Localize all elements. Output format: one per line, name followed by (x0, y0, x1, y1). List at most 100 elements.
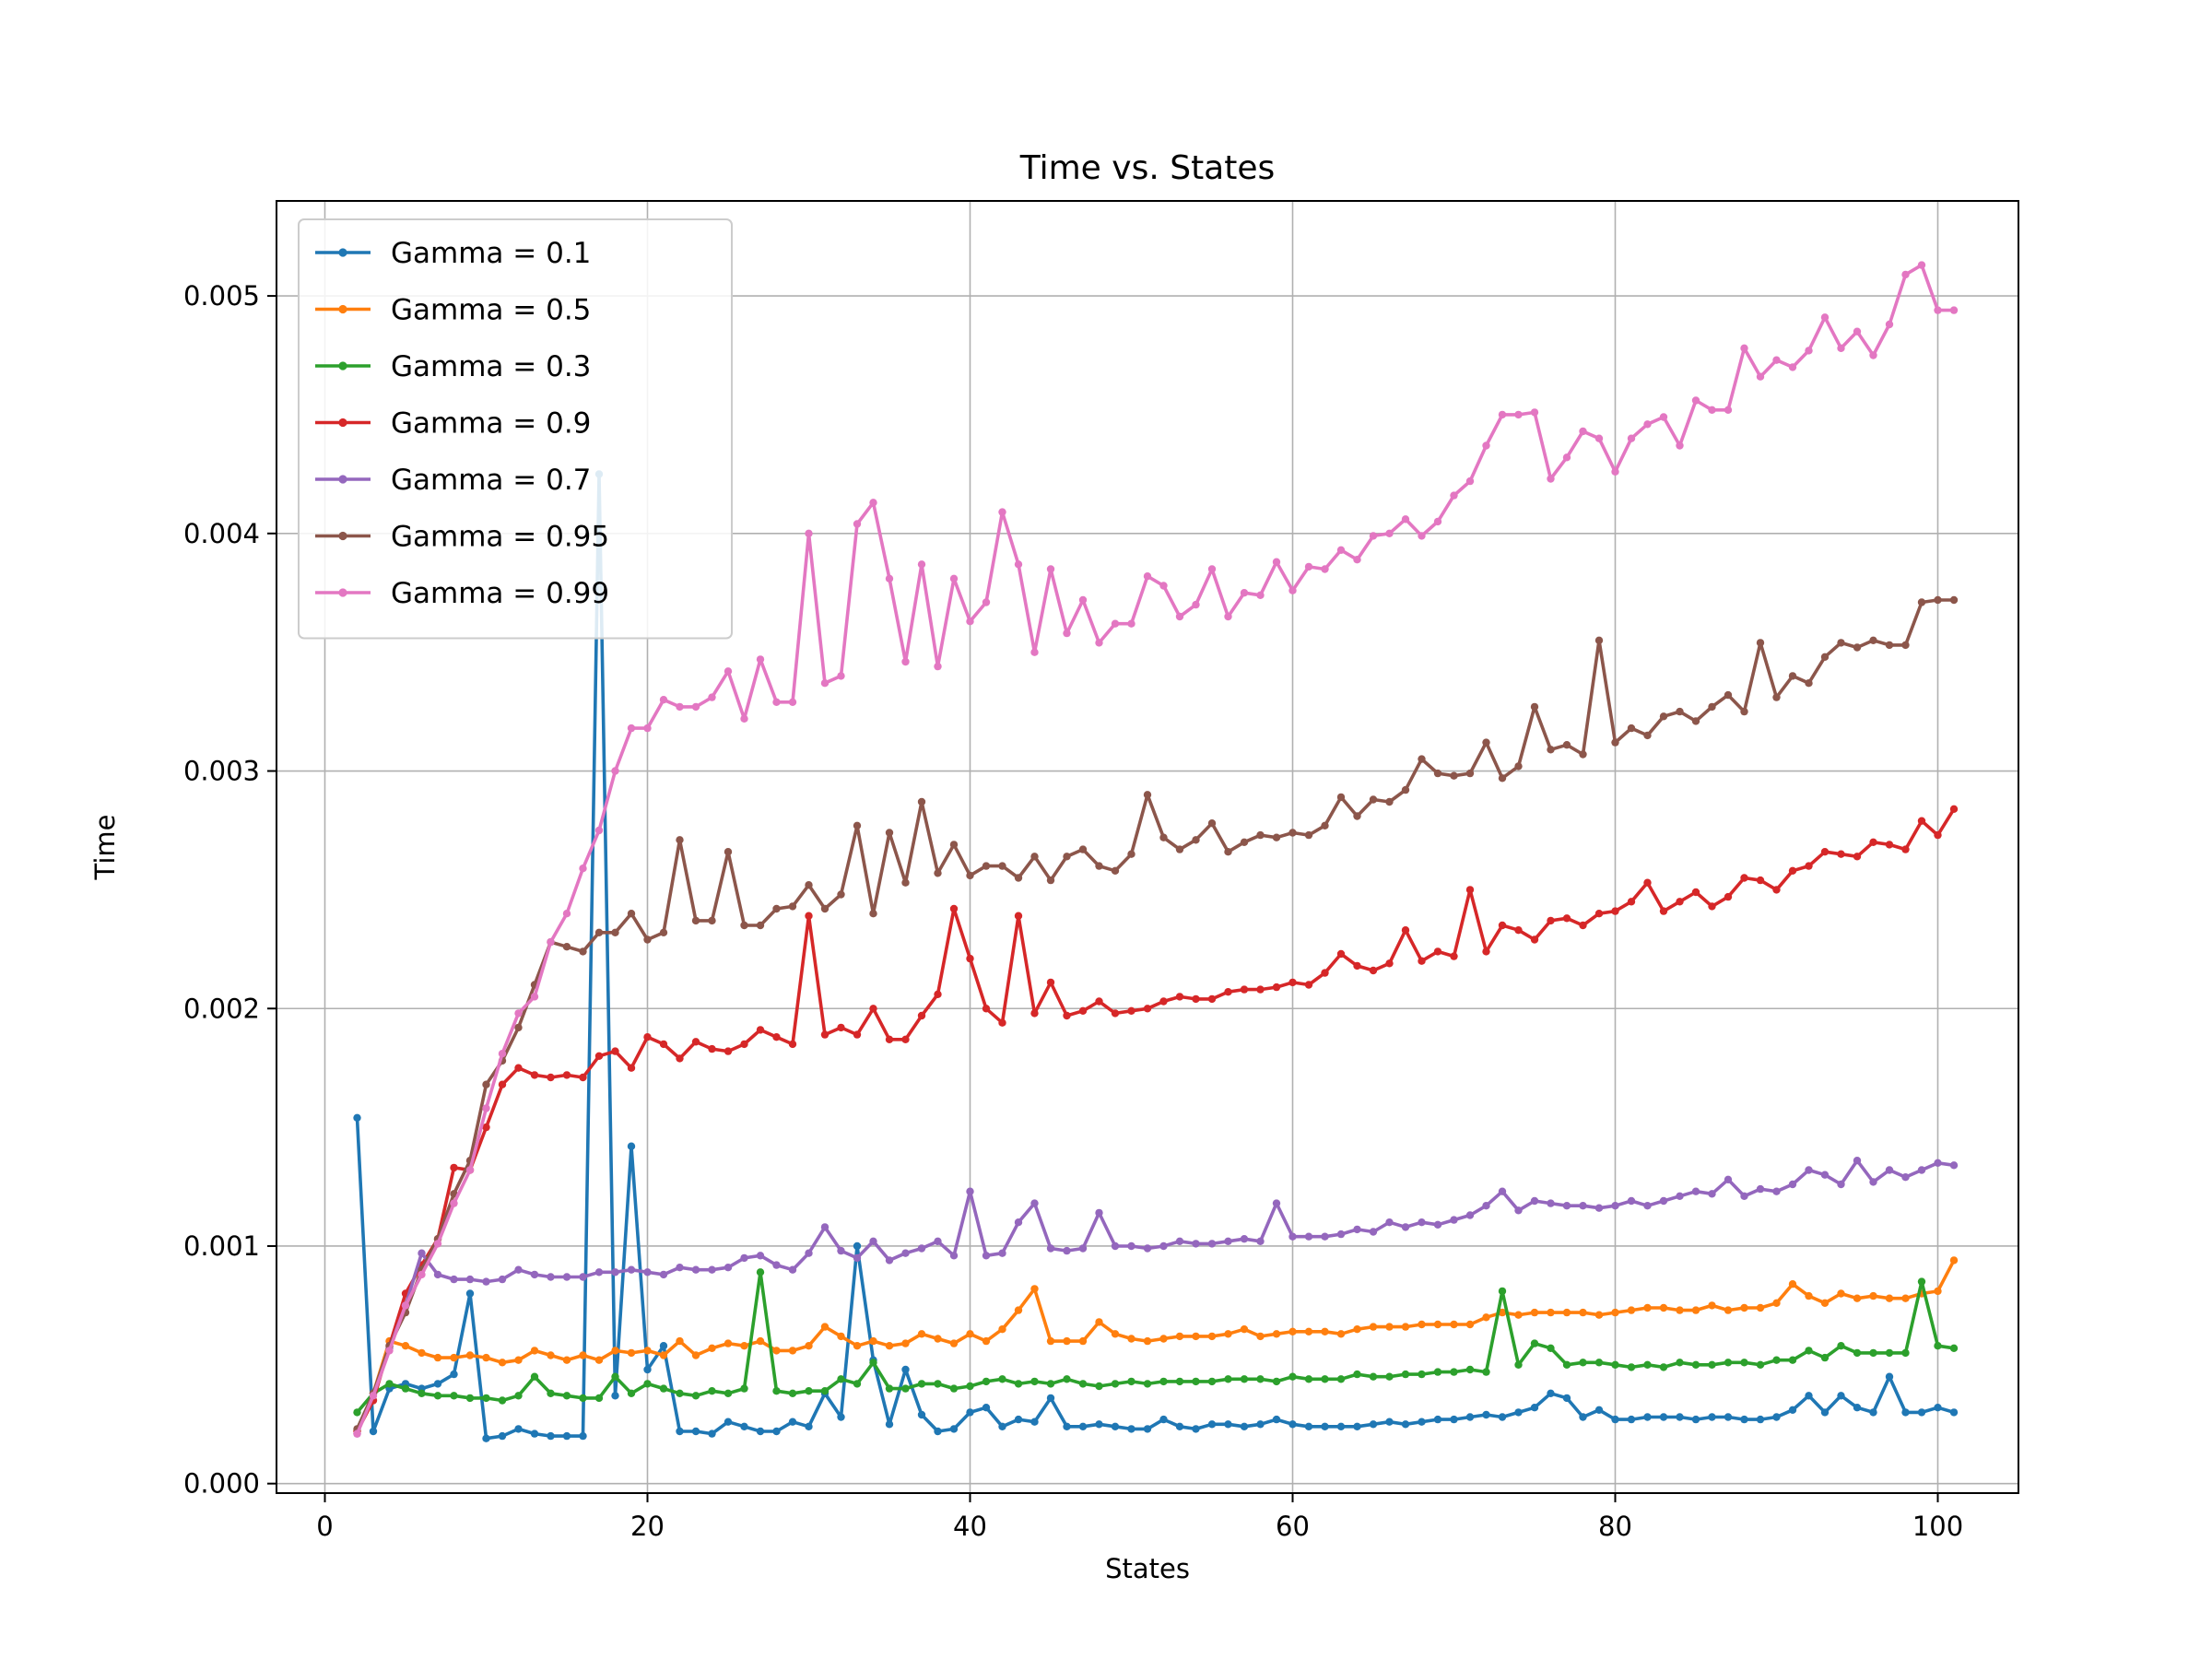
data-point (837, 1246, 845, 1255)
data-point (1418, 1320, 1426, 1329)
data-point (949, 1339, 959, 1347)
data-point (885, 1384, 894, 1393)
data-point (853, 1241, 862, 1251)
data-point (1514, 1360, 1523, 1370)
legend-marker (338, 361, 347, 371)
data-point (1949, 1344, 1959, 1353)
data-point (1708, 1413, 1716, 1421)
data-point (627, 724, 636, 733)
legend-label: Gamma = 0.3 (391, 350, 591, 383)
data-point (1450, 952, 1458, 960)
data-point (353, 1408, 361, 1417)
data-point (1885, 320, 1894, 329)
data-point (982, 1336, 991, 1346)
data-point (805, 1342, 813, 1350)
data-point (740, 1342, 748, 1350)
data-point (1272, 833, 1281, 841)
data-point (1482, 738, 1490, 747)
data-point (385, 1380, 394, 1388)
data-point (1256, 830, 1265, 840)
data-point (450, 1353, 458, 1362)
data-point (514, 1425, 523, 1433)
data-point (708, 1430, 716, 1438)
data-point (724, 667, 733, 676)
data-point (934, 1427, 942, 1436)
data-point (966, 1330, 974, 1338)
data-point (1336, 1422, 1346, 1431)
data-point (1014, 874, 1023, 882)
data-point (869, 1237, 877, 1246)
data-point (514, 1356, 523, 1364)
data-point (1643, 1202, 1652, 1210)
data-point (1433, 947, 1442, 956)
data-point (1482, 441, 1490, 450)
data-point (1820, 1353, 1830, 1362)
data-point (1143, 1380, 1152, 1388)
x-tick-label: 60 (1276, 1511, 1310, 1542)
data-point (1321, 969, 1329, 977)
data-point (805, 881, 813, 889)
data-point (853, 1380, 862, 1388)
data-point (418, 1270, 426, 1279)
data-point (1869, 1348, 1877, 1358)
data-point (1304, 1232, 1313, 1241)
data-point (1885, 1348, 1894, 1358)
data-point (772, 1033, 781, 1041)
data-point (756, 921, 765, 930)
data-point (820, 1030, 830, 1039)
data-point (853, 1030, 862, 1039)
data-point (788, 1040, 797, 1049)
data-point (1740, 1359, 1748, 1367)
data-point (1885, 841, 1894, 849)
data-point (1192, 994, 1200, 1004)
data-point (756, 1026, 765, 1034)
data-point (1030, 1377, 1039, 1386)
data-point (1321, 1422, 1329, 1431)
data-point (562, 910, 571, 918)
data-point (820, 1323, 830, 1331)
data-point (1450, 771, 1458, 780)
data-point (1030, 853, 1039, 861)
data-point (1949, 1408, 1959, 1417)
data-point (1482, 1202, 1490, 1210)
data-point (1046, 1380, 1055, 1388)
data-point (1885, 1166, 1894, 1174)
data-point (1353, 1225, 1361, 1234)
data-point (1579, 427, 1587, 436)
data-point (1724, 1175, 1733, 1184)
data-point (1740, 344, 1748, 352)
data-point (1433, 769, 1442, 778)
data-point (1207, 1377, 1217, 1386)
data-point (594, 1394, 604, 1403)
data-point (1401, 785, 1410, 794)
data-point (1820, 1171, 1830, 1179)
data-point (627, 1389, 636, 1398)
data-point (1240, 838, 1249, 846)
data-point (547, 1073, 555, 1082)
series-1 (353, 1256, 1959, 1436)
data-point (562, 1392, 571, 1400)
data-point (1336, 1230, 1346, 1239)
legend-marker (338, 418, 347, 428)
data-point (562, 1431, 571, 1441)
data-point (1708, 1301, 1716, 1310)
data-point (594, 928, 604, 936)
data-point (966, 1382, 974, 1391)
data-point (1643, 420, 1652, 429)
data-point (1288, 1372, 1297, 1381)
data-point (498, 1359, 507, 1367)
data-point (1611, 1308, 1619, 1317)
data-point (1465, 769, 1475, 778)
data-point (998, 1422, 1006, 1431)
data-point (1063, 629, 1071, 638)
data-point (934, 1237, 942, 1246)
legend-marker (338, 248, 347, 257)
data-point (788, 1265, 797, 1274)
data-point (498, 1275, 507, 1284)
data-point (1014, 1306, 1023, 1314)
data-point (369, 1392, 378, 1400)
data-point (514, 1023, 523, 1032)
data-point (1853, 853, 1862, 861)
data-point (1837, 1392, 1845, 1400)
data-point (1030, 1009, 1039, 1018)
